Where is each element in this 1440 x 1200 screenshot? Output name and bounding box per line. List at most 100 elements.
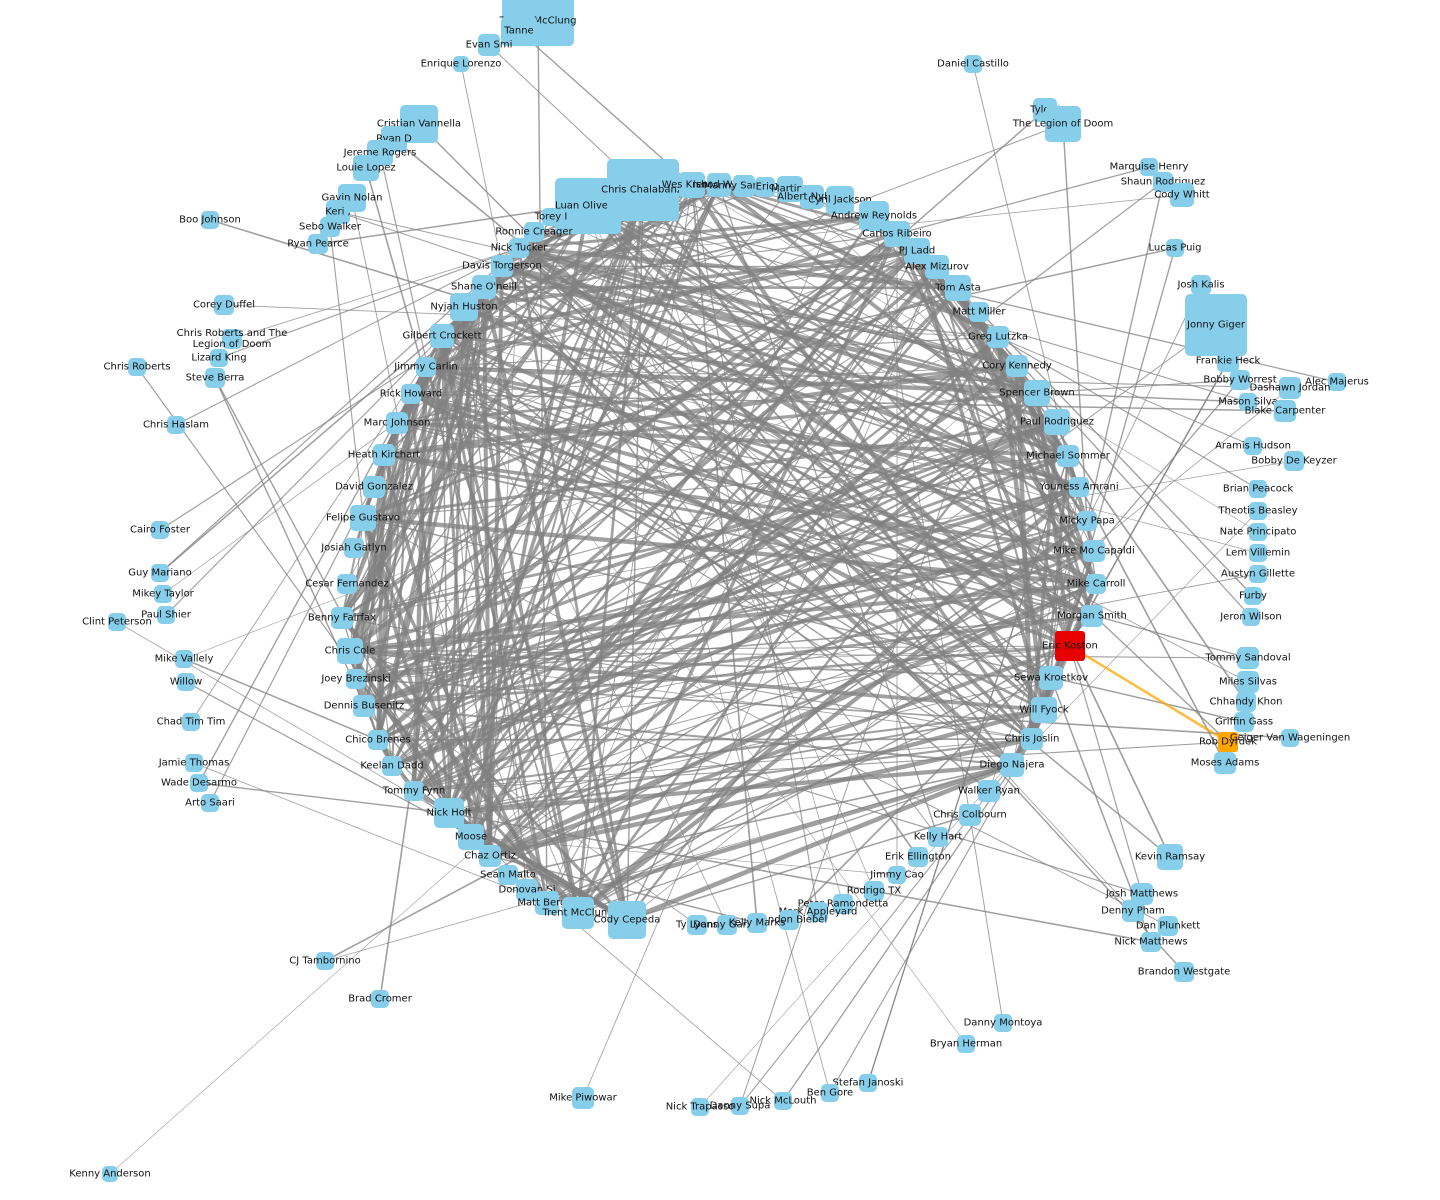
graph-node[interactable] <box>1081 605 1103 627</box>
graph-node[interactable] <box>350 505 376 531</box>
graph-node[interactable] <box>925 255 949 279</box>
graph-node[interactable] <box>833 894 853 914</box>
graph-node[interactable] <box>1021 728 1043 750</box>
graph-node[interactable] <box>1249 544 1267 562</box>
graph-node[interactable] <box>404 781 424 801</box>
graph-node[interactable] <box>800 185 824 209</box>
graph-node[interactable] <box>331 607 353 629</box>
graph-node[interactable] <box>337 638 363 664</box>
graph-node[interactable] <box>1217 350 1239 372</box>
graph-node[interactable] <box>717 915 737 935</box>
graph-node[interactable] <box>201 794 219 812</box>
graph-node[interactable] <box>1237 671 1259 693</box>
graph-node[interactable] <box>210 349 228 367</box>
graph-node[interactable] <box>154 585 172 603</box>
graph-node[interactable] <box>371 990 389 1008</box>
graph-node[interactable] <box>1057 445 1079 467</box>
graph-node[interactable] <box>386 412 408 434</box>
graph-node[interactable] <box>1044 409 1070 435</box>
graph-node[interactable] <box>353 155 379 181</box>
graph-node[interactable] <box>1174 962 1194 982</box>
graph-node[interactable] <box>1166 239 1184 257</box>
graph-node[interactable] <box>1249 502 1267 520</box>
graph-node[interactable] <box>353 695 375 717</box>
graph-node[interactable] <box>1122 900 1144 922</box>
graph-node[interactable] <box>320 217 340 237</box>
graph-node[interactable] <box>1214 752 1236 774</box>
graph-node[interactable] <box>175 650 193 668</box>
graph-node[interactable] <box>969 302 989 322</box>
graph-node[interactable] <box>516 879 538 901</box>
graph-node[interactable] <box>864 881 884 901</box>
graph-node[interactable] <box>959 804 981 826</box>
graph-node[interactable] <box>151 521 169 539</box>
graph-node[interactable] <box>382 756 402 776</box>
graph-node[interactable] <box>607 159 679 221</box>
graph-node[interactable] <box>344 538 364 558</box>
graph-node[interactable] <box>987 326 1009 348</box>
graph-node[interactable] <box>1249 480 1267 498</box>
graph-node[interactable] <box>337 574 357 594</box>
graph-node[interactable] <box>957 1035 975 1053</box>
graph-node[interactable] <box>450 293 478 321</box>
graph-node[interactable] <box>1024 380 1050 406</box>
graph-node[interactable] <box>1006 355 1028 377</box>
graph-node[interactable] <box>1157 844 1183 870</box>
graph-node[interactable] <box>1153 172 1173 192</box>
graph-node[interactable] <box>416 357 436 377</box>
graph-node[interactable] <box>1249 565 1267 583</box>
graph-node[interactable] <box>108 613 126 631</box>
graph-node[interactable] <box>808 902 828 922</box>
graph-node[interactable] <box>151 564 169 582</box>
graph-node[interactable] <box>1185 294 1247 356</box>
graph-node[interactable] <box>774 1092 792 1110</box>
graph-node[interactable] <box>1237 647 1259 669</box>
graph-node[interactable] <box>1158 916 1178 936</box>
graph-node[interactable] <box>1284 451 1304 471</box>
graph-node[interactable] <box>945 275 971 301</box>
graph-node[interactable] <box>1140 158 1158 176</box>
graph-node[interactable] <box>1000 753 1024 777</box>
graph-node[interactable] <box>430 324 454 348</box>
graph-node[interactable] <box>707 173 731 197</box>
graph-node[interactable] <box>1055 631 1085 661</box>
graph-node[interactable] <box>201 211 219 229</box>
graph-node[interactable] <box>1249 523 1267 541</box>
graph-node[interactable] <box>157 606 175 624</box>
graph-node[interactable] <box>524 222 544 242</box>
graph-node[interactable] <box>346 669 366 689</box>
graph-node[interactable] <box>1242 608 1260 626</box>
graph-node[interactable] <box>908 847 928 867</box>
graph-node[interactable] <box>1039 666 1063 690</box>
graph-node[interactable] <box>572 1087 594 1109</box>
graph-node[interactable] <box>185 754 203 772</box>
graph-node[interactable] <box>1328 373 1346 391</box>
graph-node[interactable] <box>964 55 982 73</box>
graph-node[interactable] <box>1191 275 1211 295</box>
graph-node[interactable] <box>1230 370 1250 390</box>
graph-node[interactable] <box>1274 400 1296 422</box>
graph-node[interactable] <box>608 901 646 939</box>
graph-node[interactable] <box>562 897 594 929</box>
graph-node[interactable] <box>1218 732 1238 752</box>
graph-node[interactable] <box>214 295 234 315</box>
graph-node[interactable] <box>994 1014 1012 1032</box>
graph-node[interactable] <box>1083 540 1105 562</box>
graph-node[interactable] <box>679 172 705 198</box>
graph-node[interactable] <box>509 238 529 258</box>
graph-node[interactable] <box>167 416 185 434</box>
graph-node[interactable] <box>888 866 906 884</box>
graph-node[interactable] <box>542 208 560 226</box>
graph-node[interactable] <box>478 34 500 56</box>
graph-node[interactable] <box>978 780 1000 802</box>
graph-node[interactable] <box>368 730 388 750</box>
graph-node[interactable] <box>928 827 948 847</box>
graph-node[interactable] <box>1236 692 1256 712</box>
graph-node[interactable] <box>479 845 501 867</box>
graph-node[interactable] <box>1045 106 1081 142</box>
graph-node[interactable] <box>826 186 854 214</box>
graph-node[interactable] <box>434 798 464 828</box>
graph-node[interactable] <box>1141 932 1161 952</box>
graph-node[interactable] <box>205 368 225 388</box>
